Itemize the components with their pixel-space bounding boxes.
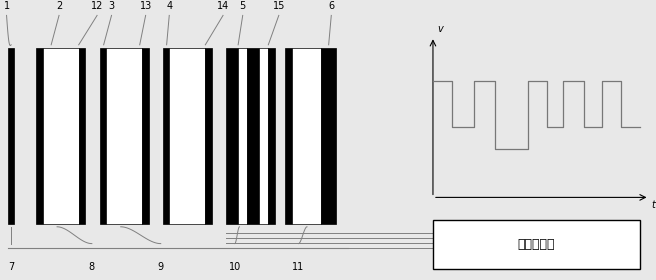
Bar [79,48,85,224]
Bar [292,48,321,224]
Text: 2: 2 [56,1,62,11]
Bar [259,48,268,224]
Bar [163,48,169,224]
Bar [205,48,212,224]
Bar [285,48,292,224]
Text: 3: 3 [108,1,115,11]
Text: 驱动控制器: 驱动控制器 [518,238,555,251]
Bar [169,48,205,224]
Bar [321,48,336,224]
Bar [36,48,43,224]
Bar [433,220,640,269]
Text: 13: 13 [140,1,152,11]
Bar [142,48,149,224]
Bar [238,48,247,224]
Text: 12: 12 [91,1,103,11]
Text: 8: 8 [89,262,95,272]
Text: 6: 6 [328,1,335,11]
Text: 4: 4 [166,1,173,11]
Bar [268,48,275,224]
Text: 11: 11 [293,262,304,272]
Text: 1: 1 [3,1,10,11]
Text: 7: 7 [8,262,14,272]
Bar [247,48,259,224]
Text: 14: 14 [217,1,229,11]
Text: 15: 15 [273,1,285,11]
Text: 5: 5 [239,1,246,11]
Text: 9: 9 [157,262,164,272]
Bar [226,48,238,224]
Bar [100,48,106,224]
Bar [43,48,79,224]
Bar [8,48,14,224]
Text: 10: 10 [229,262,241,272]
Text: t: t [651,200,655,210]
Text: v: v [438,24,443,34]
Bar [106,48,142,224]
